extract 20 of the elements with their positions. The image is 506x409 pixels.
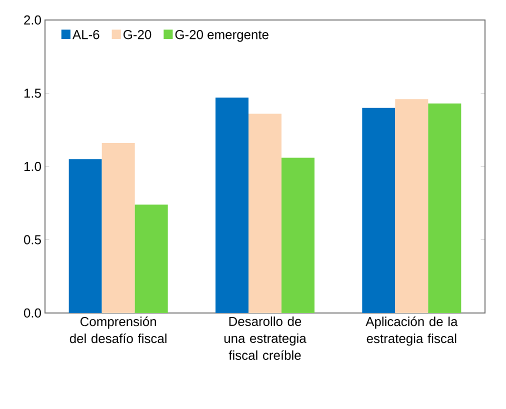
y-tick-label: 2.0 <box>24 15 41 25</box>
bar <box>102 143 135 313</box>
y-tick-label: 0.0 <box>24 308 41 318</box>
bar <box>428 104 462 313</box>
y-tick-label: 0.5 <box>24 235 41 244</box>
legend-label: AL-6 <box>72 30 100 40</box>
bar <box>248 114 282 313</box>
bar <box>282 158 314 313</box>
legend-label: G-20 <box>124 30 152 40</box>
y-tick-label: 1.5 <box>24 88 41 98</box>
x-tick-label: Comprensión del desafío fiscal <box>70 316 166 344</box>
x-tick-label: Aplicación de la estrategia fiscal <box>366 316 458 346</box>
bar <box>362 108 396 313</box>
bar <box>134 204 168 313</box>
bar <box>68 159 102 313</box>
legend-label: G-20 emergente <box>175 30 268 42</box>
y-tick-label: 1.0 <box>24 162 41 172</box>
bar <box>395 99 428 313</box>
bar <box>216 98 248 313</box>
x-tick-label: Desarollo de una estrategia fiscal creíble <box>224 316 306 360</box>
